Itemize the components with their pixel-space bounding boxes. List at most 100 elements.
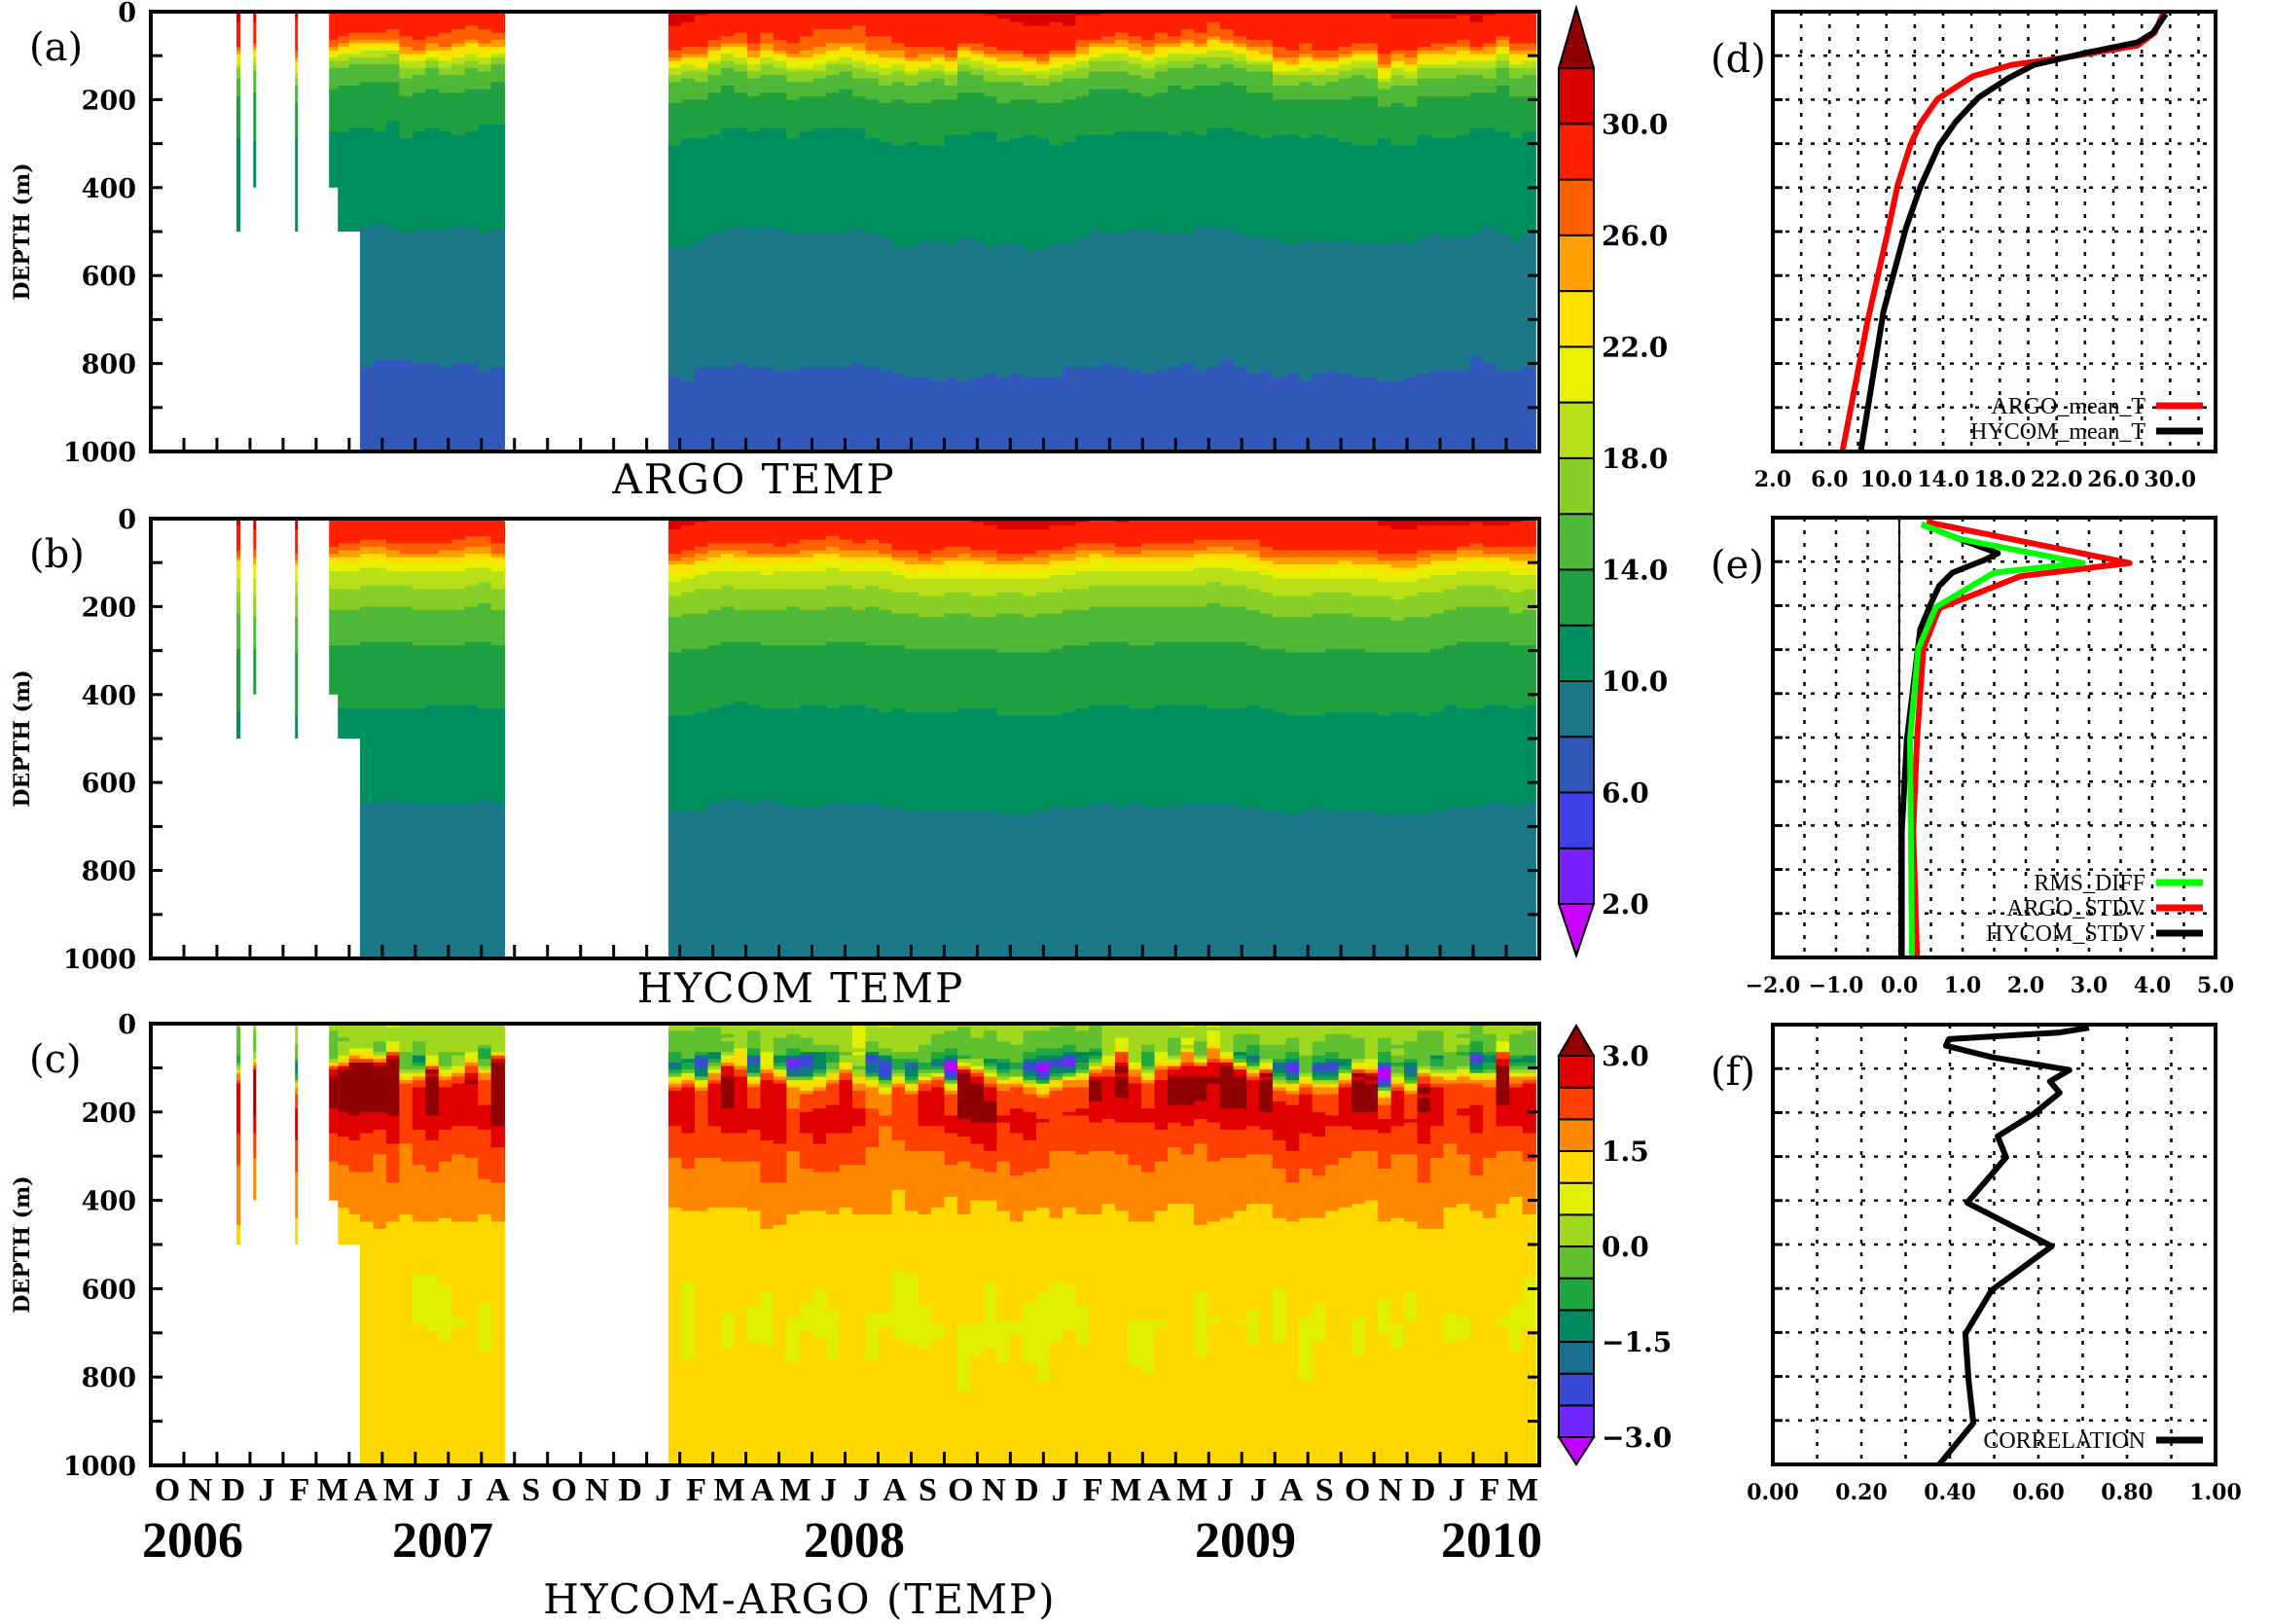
contour-cell [1273,57,1287,62]
contour-cell [996,571,1011,580]
contour-cell [348,43,361,52]
contour-cell [1285,813,1300,958]
contour-cell [799,564,814,572]
contour-cell [1023,25,1037,55]
contour-cell [412,1221,427,1276]
contour-cell [1457,807,1471,958]
year-label: 2009 [1195,1513,1296,1569]
contour-cell [839,1069,853,1074]
contour-cell [786,1087,801,1109]
contour-cell [694,1027,709,1053]
contour-cell [490,1059,505,1064]
contour-cell [957,613,972,650]
contour-cell [478,708,492,802]
contour-cell [1075,95,1090,136]
contour-cell [1469,641,1484,710]
contour-cell [984,1172,998,1202]
contour-cell [970,567,985,580]
contour-cell [865,36,880,52]
contour-cell [1299,1317,1314,1382]
contour-cell [1089,1150,1103,1215]
contour-cell [931,1087,946,1128]
contour-cell [1049,145,1063,245]
contour-cell [1378,138,1392,245]
contour-cell [1180,1027,1195,1039]
contour-cell [478,57,492,65]
contour-cell [1312,1302,1326,1343]
contour-cell [1457,519,1471,526]
contour-cell [760,610,775,646]
month-tick-label: F [1083,1472,1103,1508]
contour-cell [1168,1063,1182,1067]
contour-cell [1509,12,1524,45]
contour-cell [1259,613,1274,650]
contour-cell [295,519,299,530]
contour-cell [996,1072,1011,1078]
contour-cell [1299,1168,1314,1219]
contour-cell [1075,589,1090,611]
contour-cell [425,57,440,62]
contour-cell [1457,525,1471,548]
contour-cell [799,571,814,591]
contour-cell [1483,1080,1497,1089]
contour-cell [1443,1341,1458,1465]
contour-cell [1063,525,1077,548]
contour-cell [786,1108,801,1152]
contour-cell [1010,60,1025,65]
contour-cell [720,704,736,801]
contour-cell [1154,564,1169,572]
contour-cell [1023,715,1037,815]
contour-cell [1194,519,1208,541]
contour-cell [1128,803,1142,958]
contour-cell [412,92,427,132]
contour-cell [1180,606,1195,643]
contour-cell [1483,803,1497,958]
contour-cell [295,85,299,104]
contour-cell [786,1317,801,1364]
contour-cell [707,1063,722,1067]
contour-cell [1220,1065,1235,1109]
contour-cell [1443,47,1458,55]
contour-cell [891,1083,906,1089]
contour-cell [694,47,709,55]
contour-cell [348,32,361,41]
contour-cell [348,1115,361,1141]
contour-cell [996,141,1011,245]
contour-cell [1483,641,1497,706]
colorbar-band [1558,1181,1595,1216]
contour-cell [425,564,440,572]
contour-cell [1246,374,1261,451]
contour-cell [1154,57,1169,65]
contour-cell [329,60,339,69]
contour-cell [1338,567,1352,580]
contour-cell [1285,71,1300,76]
contour-cell [412,1323,427,1465]
contour-cell [1285,85,1300,101]
contour-cell [760,1228,775,1293]
contour-cell [865,1359,880,1465]
contour-cell [1023,578,1037,597]
contour-cell [1259,557,1274,562]
contour-cell [839,606,853,643]
contour-cell [1089,230,1103,368]
contour-cell [1522,567,1536,576]
contour-cell [1312,1076,1326,1081]
contour-cell [1141,557,1156,565]
contour-cell [970,1037,985,1061]
x-tick-label: −1.0 [1809,973,1864,998]
contour-cell [891,1052,906,1061]
contour-cell [1128,585,1142,608]
contour-cell [1180,50,1195,55]
contour-cell [451,1076,466,1085]
contour-cell [1075,1072,1090,1078]
contour-cell [1259,519,1274,548]
contour-cell [451,1069,466,1074]
contour-cell [667,811,683,958]
contour-cell [1168,1069,1182,1078]
contour-cell [412,1165,427,1223]
contour-cell [1404,1063,1419,1067]
contour-cell [1036,811,1051,958]
contour-cell [1338,1069,1352,1074]
contour-cell [1154,585,1169,608]
contour-cell [1509,592,1524,615]
